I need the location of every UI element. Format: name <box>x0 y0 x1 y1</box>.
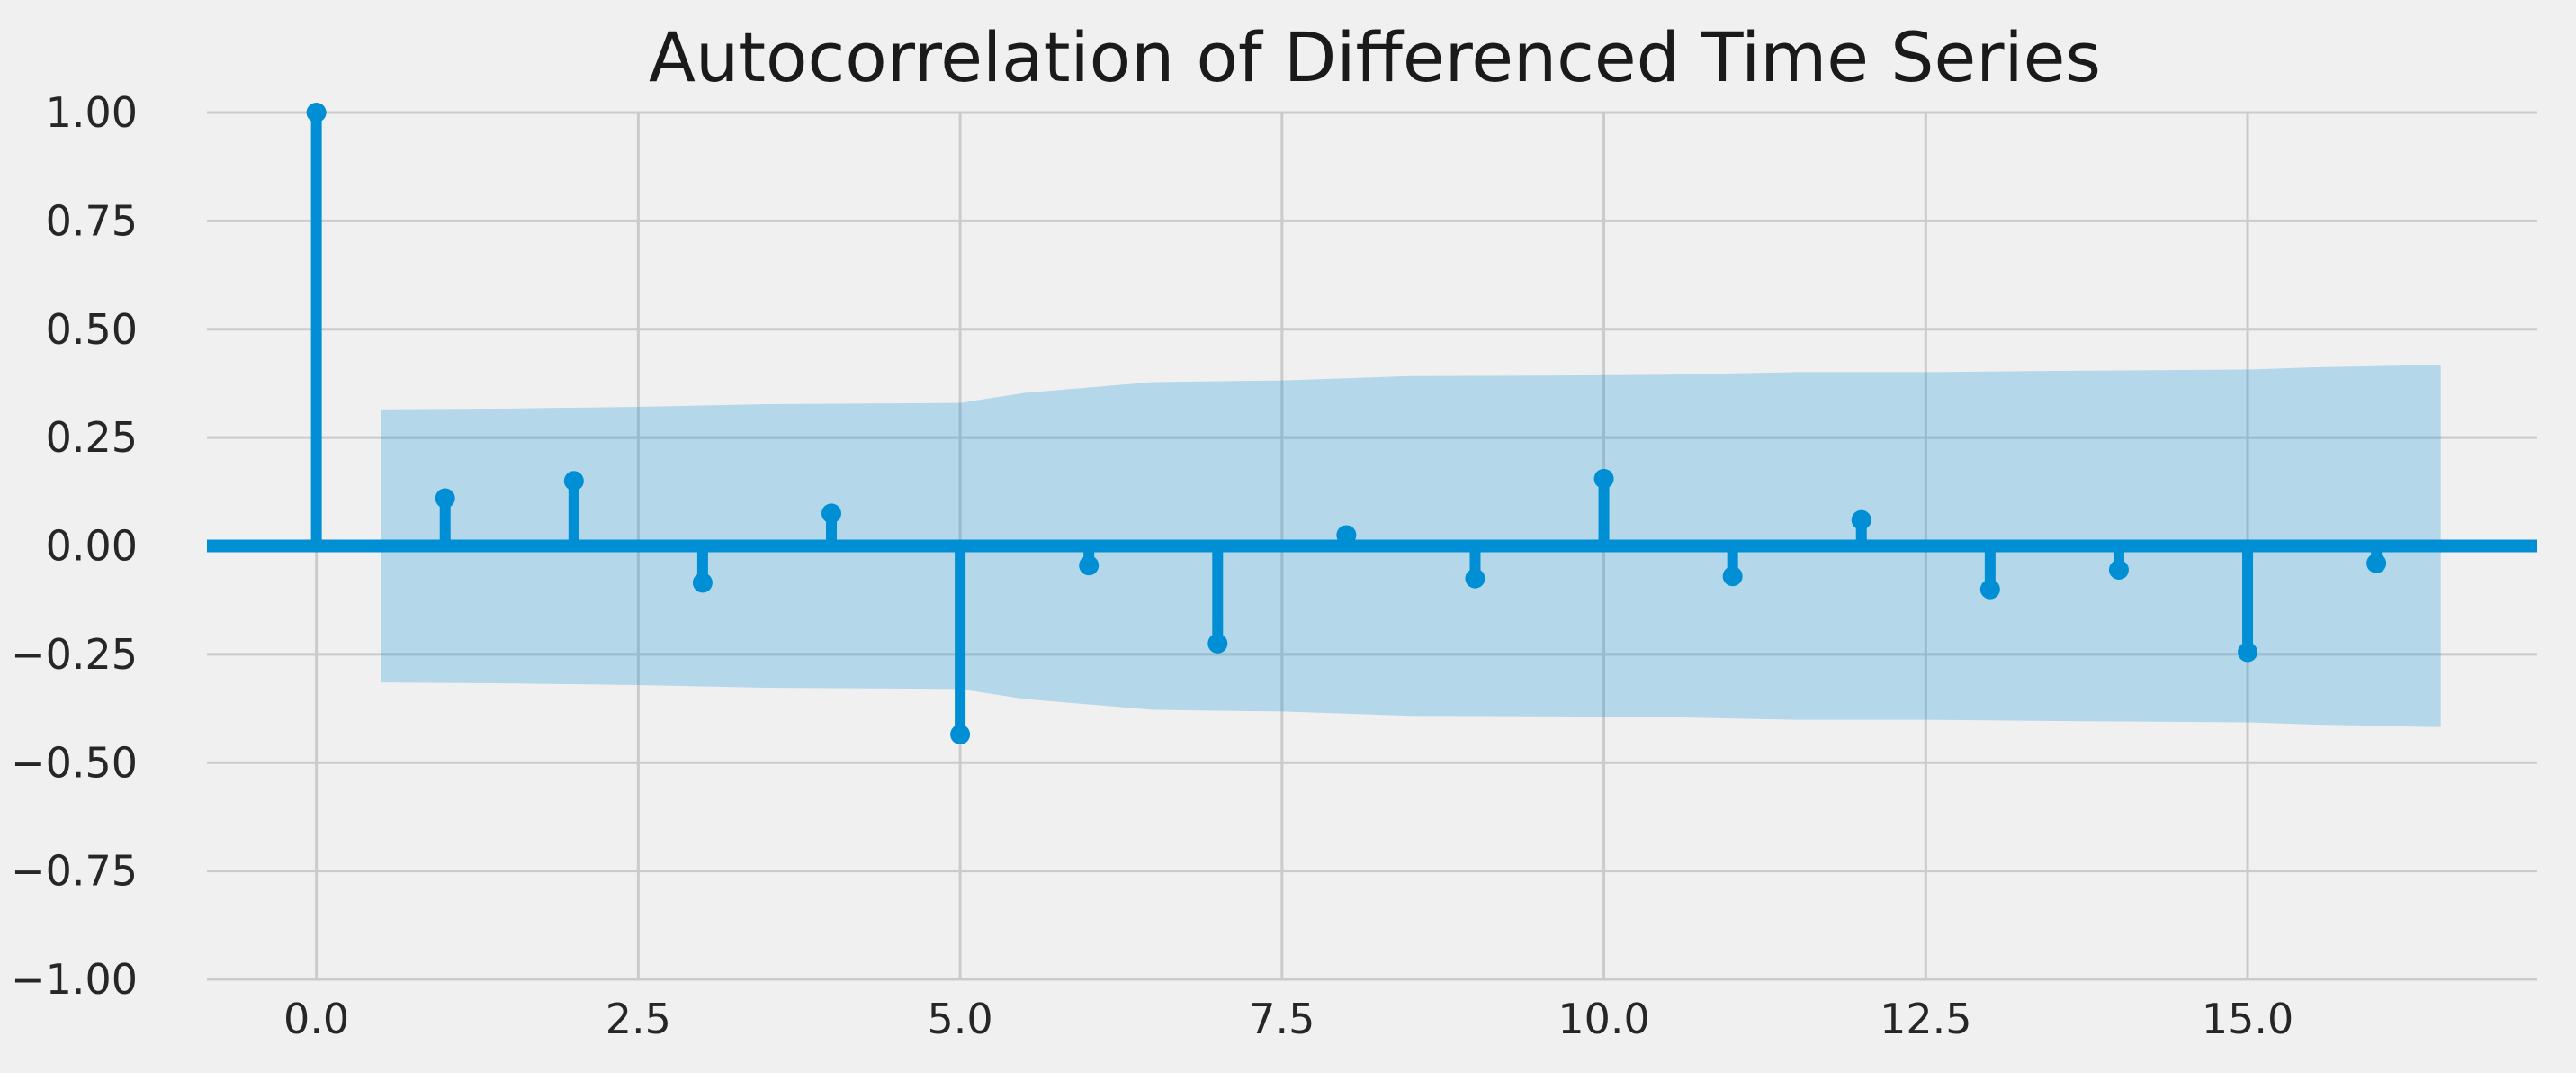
x-tick-label: 5.0 <box>928 995 993 1043</box>
acf-marker-lag-9 <box>1465 568 1485 589</box>
acf-marker-lag-14 <box>2108 559 2129 580</box>
x-tick-label: 10.0 <box>1557 995 1649 1043</box>
x-tick-label: 12.5 <box>1880 995 1971 1043</box>
acf-marker-lag-5 <box>950 724 971 744</box>
y-tick-label: −1.00 <box>11 955 138 1004</box>
acf-marker-lag-2 <box>563 471 584 491</box>
stem-layer <box>306 103 2387 744</box>
y-tick-label: 0.25 <box>46 413 138 462</box>
chart-title: Autocorrelation of Differenced Time Seri… <box>649 17 2101 97</box>
acf-marker-lag-7 <box>1207 633 1228 654</box>
x-tick-label: 7.5 <box>1249 995 1315 1043</box>
acf-marker-lag-3 <box>692 573 713 593</box>
y-tick-label: −0.75 <box>11 847 138 896</box>
acf-marker-lag-12 <box>1851 509 1871 530</box>
y-tick-label: 0.75 <box>46 196 138 245</box>
acf-marker-lag-8 <box>1336 525 1357 546</box>
y-tick-label: −0.25 <box>11 630 138 679</box>
x-tick-label: 0.0 <box>283 995 349 1043</box>
y-tick-label: 0.50 <box>46 305 138 354</box>
acf-marker-lag-16 <box>2366 553 2387 573</box>
acf-marker-lag-6 <box>1079 555 1100 576</box>
y-tick-label: −0.50 <box>11 738 138 787</box>
grid-layer <box>207 111 2537 981</box>
y-tick-label: 1.00 <box>46 88 138 137</box>
acf-marker-lag-15 <box>2238 642 2258 663</box>
acf-marker-lag-11 <box>1722 566 1743 587</box>
acf-marker-lag-13 <box>1979 579 2000 600</box>
acf-marker-lag-0 <box>306 103 327 122</box>
x-tick-label: 2.5 <box>606 995 671 1043</box>
x-tick-label: 15.0 <box>2202 995 2293 1043</box>
acf-marker-lag-1 <box>435 488 455 509</box>
tick-label-layer: 0.0 2.5 5.0 7.5 10.0 12.5 15.0 −1.00 −0.75 −0.50 −… <box>11 88 2293 1043</box>
acf-marker-lag-10 <box>1593 468 1614 489</box>
acf-marker-lag-4 <box>821 503 842 524</box>
y-tick-label: 0.00 <box>46 522 138 571</box>
